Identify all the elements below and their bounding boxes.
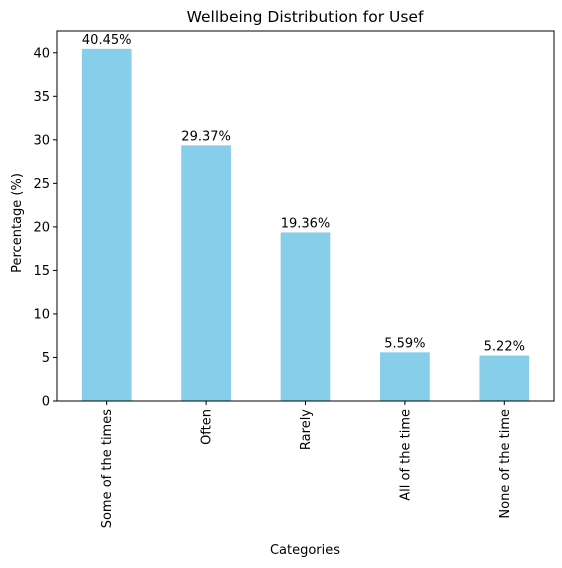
y-axis-title: Percentage (%) (10, 173, 25, 273)
bars-group (81, 48, 530, 402)
y-tick-label: 10 (33, 307, 50, 322)
x-tick-label: Some of the times (100, 409, 115, 528)
y-tick-label: 15 (33, 264, 50, 279)
data-label: 40.45% (82, 33, 132, 48)
y-tick-label: 35 (33, 90, 50, 105)
bar (181, 145, 231, 401)
y-tick-label: 20 (33, 220, 50, 235)
bar (280, 232, 331, 401)
data-labels-group: 40.45% 29.37% 19.36% 5.59% 5.22% (82, 33, 525, 355)
data-label: 19.36% (281, 216, 331, 231)
y-tick-label: 5 (42, 351, 50, 366)
y-tick-label: 25 (33, 177, 50, 192)
bar (81, 48, 132, 402)
y-tick-label: 30 (33, 133, 50, 148)
y-axis: 0 5 10 15 20 25 30 35 40 (33, 46, 57, 410)
bar (380, 352, 430, 401)
x-axis: Some of the times Often Rarely All of the t… (100, 401, 513, 528)
x-axis-title: Categories (270, 543, 340, 558)
data-label: 29.37% (181, 129, 231, 144)
y-tick-label: 40 (33, 46, 50, 61)
x-tick-label: Rarely (299, 409, 314, 450)
plot-frame (56, 30, 555, 402)
y-tick-label: 0 (42, 395, 50, 410)
chart-title: Wellbeing Distribution for Usef (187, 8, 424, 26)
data-label: 5.59% (384, 336, 425, 351)
x-tick-label: Often (200, 409, 215, 445)
data-label: 5.22% (484, 340, 525, 355)
bar (479, 355, 530, 401)
x-tick-label: All of the time (398, 409, 413, 501)
x-tick-label: None of the time (498, 409, 513, 519)
